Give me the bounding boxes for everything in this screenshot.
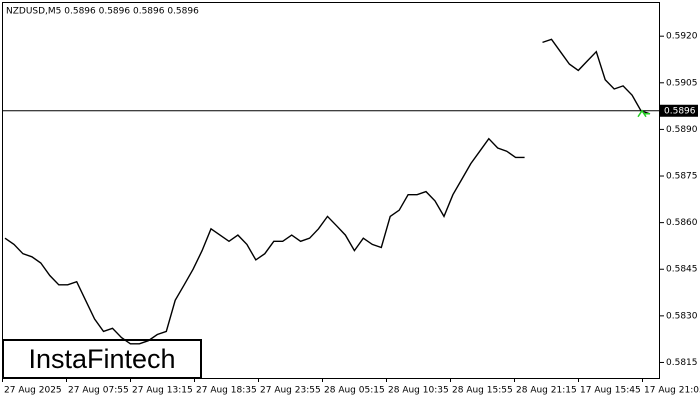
current-bar-marker bbox=[637, 109, 650, 118]
x-tick-label: 27 Aug 23:55 bbox=[260, 386, 321, 396]
y-tick-label: 0.5815 bbox=[666, 358, 698, 368]
price-line bbox=[4, 38, 651, 345]
x-tick-label: 27 Aug 07:55 bbox=[68, 386, 129, 396]
plot-frame bbox=[2, 2, 660, 379]
x-tick-label: 27 Aug 13:15 bbox=[132, 386, 193, 396]
current-price-box bbox=[660, 104, 698, 117]
y-tick-label: 0.5905 bbox=[666, 78, 698, 88]
x-tick-label: 27 Aug 2025 bbox=[4, 386, 62, 396]
watermark-box bbox=[2, 339, 202, 379]
x-tick-label: 28 Aug 10:35 bbox=[388, 386, 449, 396]
x-tick-label: 28 Aug 05:15 bbox=[324, 386, 385, 396]
x-tick-label: 17 Aug 15:45 bbox=[580, 386, 641, 396]
watermark: InstaFintech bbox=[28, 344, 175, 374]
y-tick-label: 0.5845 bbox=[666, 265, 698, 275]
current-price-label: 0.5896 bbox=[664, 106, 696, 116]
x-tick-label: 27 Aug 18:35 bbox=[196, 386, 257, 396]
y-tick-label: 0.5920 bbox=[666, 32, 698, 42]
chart-title: NZDUSD,M5 0.5896 0.5896 0.5896 0.5896 bbox=[6, 7, 199, 17]
y-tick-label: 0.5860 bbox=[666, 218, 698, 228]
y-tick-label: 0.5830 bbox=[666, 311, 698, 321]
x-tick-label: 28 Aug 15:55 bbox=[452, 386, 513, 396]
y-tick-label: 0.5890 bbox=[666, 125, 698, 135]
x-tick-label: 28 Aug 21:15 bbox=[516, 386, 577, 396]
x-tick-label: 17 Aug 21:05 bbox=[644, 386, 700, 396]
y-tick-label: 0.5875 bbox=[666, 172, 698, 182]
